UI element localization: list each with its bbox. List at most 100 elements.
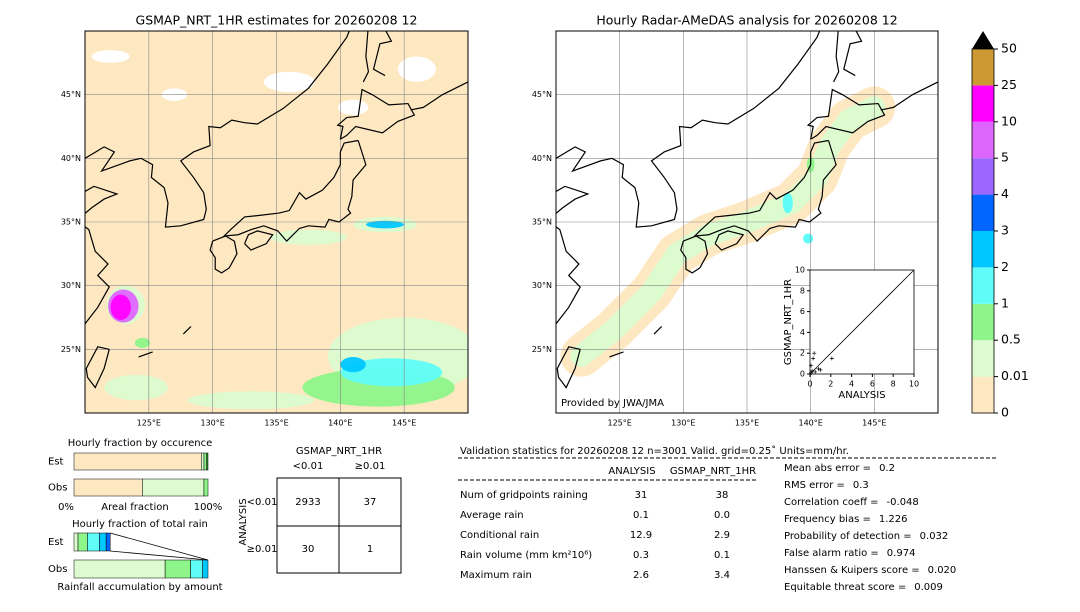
coastline <box>85 226 111 325</box>
stat-value: 0.1 <box>714 550 730 561</box>
stat-value: 0.3 <box>633 550 649 561</box>
rain-area <box>187 391 315 410</box>
bar-label: Obs <box>48 564 67 575</box>
no-data <box>91 50 130 63</box>
score-label: Probability of detection = <box>784 531 912 542</box>
bar-segment <box>142 478 205 497</box>
x-tick-label: 125°E <box>608 419 632 428</box>
colorbar-bin <box>972 85 994 122</box>
score-label: False alarm ratio = <box>784 548 879 559</box>
coastline <box>362 31 370 83</box>
stat-label: Maximum rain <box>460 570 532 581</box>
x-tick-label: 140°E <box>799 419 823 428</box>
y-tick-label: 30°N <box>61 281 81 290</box>
rain-area <box>365 220 405 229</box>
y-tick-label: 35°N <box>532 218 552 227</box>
y-tick-label: 4 <box>800 328 805 337</box>
coastline <box>714 230 745 251</box>
colorbar-bin <box>972 158 994 195</box>
y-tick-label: 10 <box>795 266 805 275</box>
map-frame <box>555 30 939 414</box>
score-label: Equitable threat score = <box>784 582 906 593</box>
column-label: ≥0.01 <box>355 461 386 472</box>
coastline <box>182 325 192 335</box>
stat-value: 2.9 <box>714 530 730 541</box>
bar-segment <box>77 532 88 552</box>
axis-title: Rainfall accumulation by amount <box>57 582 222 593</box>
x-tick-label: 10 <box>909 380 919 389</box>
point <box>818 367 823 372</box>
y-tick-label: 40°N <box>61 154 81 163</box>
coastline <box>556 185 590 215</box>
table-header: GSMAP_NRT_1HR <box>296 446 382 457</box>
colorbar-label: 50 <box>1001 41 1017 56</box>
y-tick-label: 25°N <box>532 345 552 354</box>
coastline <box>653 325 663 335</box>
stat-value: 0.0 <box>714 510 730 521</box>
column-header: ANALYSIS <box>608 466 655 477</box>
score-value: 0.020 <box>928 565 957 576</box>
x-tick-label: 6 <box>870 380 875 389</box>
bar-segment <box>190 559 203 579</box>
axis-label: 0% <box>58 502 74 513</box>
stat-value: 3.4 <box>714 570 730 581</box>
colorbar-bin <box>972 49 994 86</box>
score-label: Frequency bias = <box>784 514 871 525</box>
coastline <box>222 139 367 242</box>
map <box>85 31 468 413</box>
colorbar-label: 3 <box>1001 223 1009 238</box>
stat-label: Conditional rain <box>460 530 539 541</box>
point <box>813 369 818 374</box>
coastline <box>693 139 837 242</box>
x-tick-label: 4 <box>849 380 854 389</box>
column-header: GSMAP_NRT_1HR <box>670 466 756 477</box>
y-tick-label: 35°N <box>61 218 81 227</box>
no-data <box>337 99 369 116</box>
x-tick-label: 135°E <box>735 419 759 428</box>
rain-area <box>110 294 131 321</box>
coastline <box>138 351 153 358</box>
coastline <box>843 31 863 77</box>
credit: Provided by JWA/JMA <box>561 398 664 409</box>
y-tick-label: 2 <box>800 349 805 358</box>
bar-segment <box>73 559 166 579</box>
stat-value: 0.1 <box>633 510 649 521</box>
colorbar-extend <box>972 31 994 49</box>
bar-segment <box>73 478 143 497</box>
coastline <box>833 31 840 83</box>
x-tick-label: 145°E <box>862 419 886 428</box>
point <box>809 363 814 368</box>
coastline <box>556 31 821 228</box>
x-tick-label: 125°E <box>137 419 161 428</box>
map <box>556 31 938 413</box>
rain-area <box>270 229 347 245</box>
colorbar-label: 1 <box>1001 295 1009 310</box>
bar-segment <box>202 559 209 579</box>
coastline <box>336 88 416 140</box>
colorbar-bin <box>972 231 994 268</box>
x-tick-label: 145°E <box>392 419 416 428</box>
column-label: <0.01 <box>293 461 324 472</box>
coastline <box>244 230 274 251</box>
bar-segment <box>203 478 209 497</box>
point <box>812 351 817 356</box>
rain-area <box>340 356 366 373</box>
x-tick-label: 130°E <box>671 419 695 428</box>
stat-label: Average rain <box>460 510 524 521</box>
y-tick-label: 0 <box>800 370 805 379</box>
colorbar-label: 0.5 <box>1001 332 1021 347</box>
colorbar-bin <box>972 303 994 341</box>
table-cell: 30 <box>302 544 315 555</box>
coastline <box>85 346 110 389</box>
panel-title: Hourly fraction by occurence <box>68 438 212 449</box>
colorbar-label: 2 <box>1001 259 1009 274</box>
colorbar-label: 4 <box>1001 186 1009 201</box>
coastline <box>556 226 581 325</box>
score-value: 0.3 <box>853 480 869 491</box>
coastline <box>85 185 119 215</box>
x-tick-label: 140°E <box>328 419 352 428</box>
stat-value: 38 <box>716 490 729 501</box>
bar-label: Obs <box>48 483 67 494</box>
rain-area <box>782 192 793 214</box>
